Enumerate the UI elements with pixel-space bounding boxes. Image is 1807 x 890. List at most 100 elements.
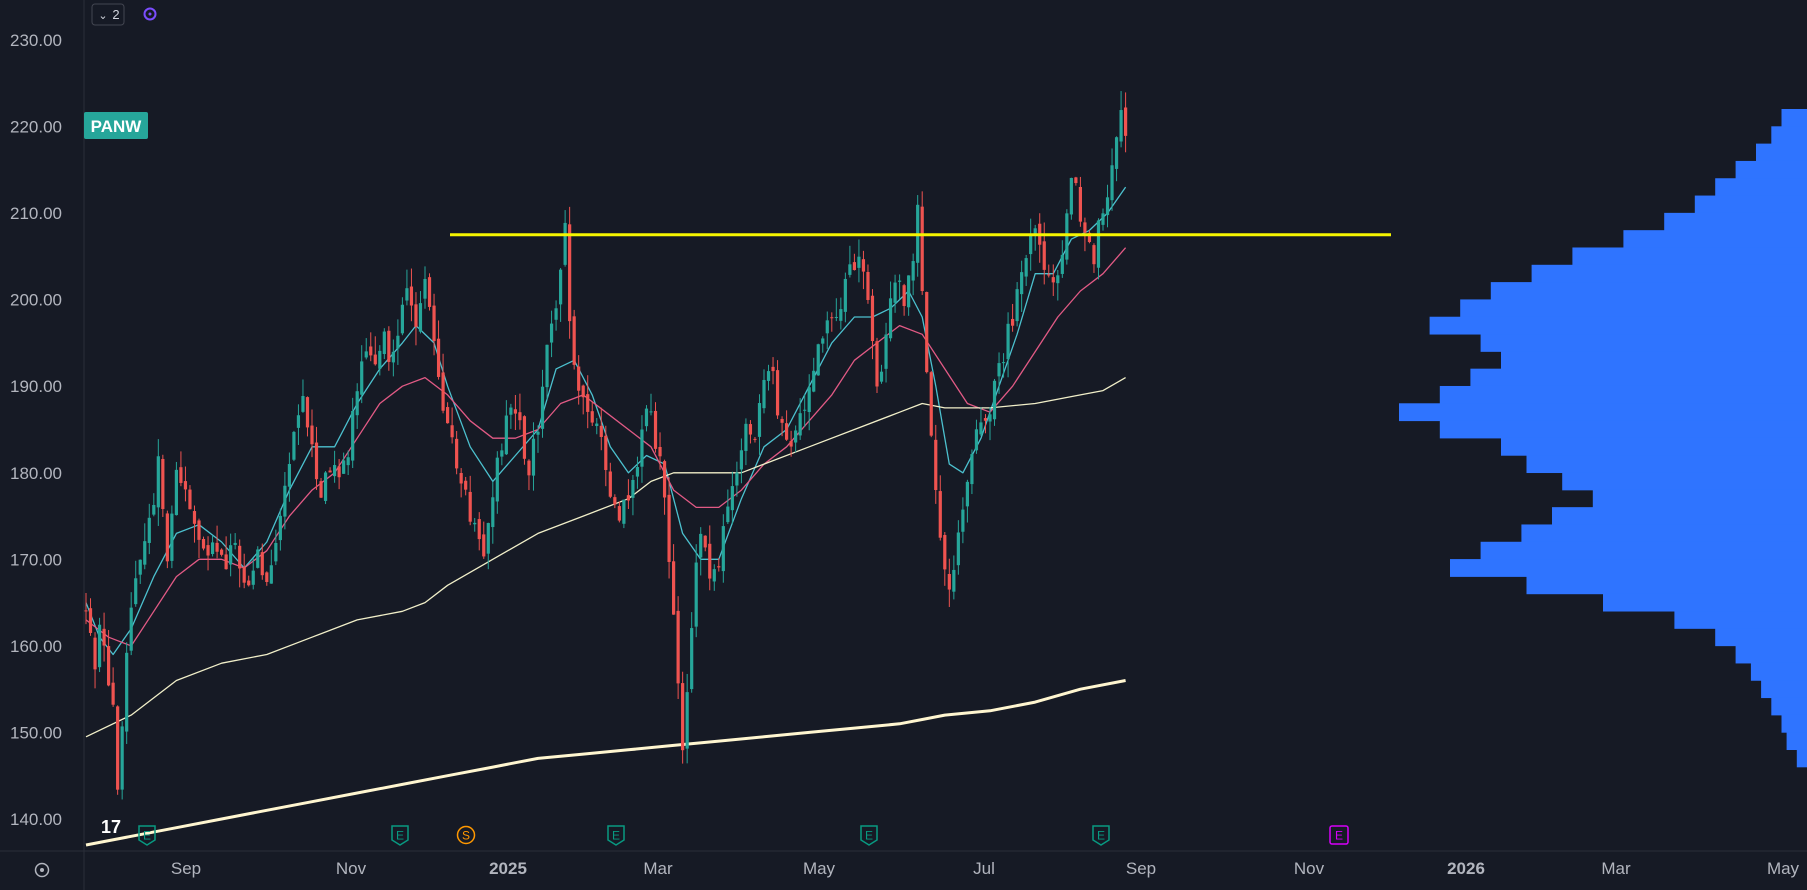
candle-body bbox=[102, 628, 106, 646]
candle-body bbox=[929, 372, 933, 436]
candle-body bbox=[744, 423, 748, 451]
volume-profile-bar bbox=[1429, 316, 1807, 335]
candle-body bbox=[450, 425, 454, 438]
volume-profile-bar bbox=[1460, 299, 1807, 318]
candle-body bbox=[572, 316, 576, 365]
candle-body bbox=[427, 277, 432, 307]
candle-body bbox=[210, 542, 215, 555]
legend-toggle-box[interactable] bbox=[91, 3, 125, 26]
tradingview-logo[interactable]: 17 bbox=[101, 817, 121, 837]
candle-body bbox=[997, 363, 1001, 377]
candle-body bbox=[355, 391, 359, 416]
candle-body bbox=[762, 379, 766, 409]
candle-body bbox=[265, 572, 269, 583]
volume-profile-bar bbox=[1771, 697, 1807, 716]
candle-body bbox=[373, 354, 377, 365]
earnings-marker-icon bbox=[860, 825, 878, 846]
candle-body bbox=[599, 425, 603, 437]
candle-body bbox=[653, 410, 658, 449]
candle-body bbox=[780, 418, 784, 423]
candle-body bbox=[613, 497, 617, 505]
candle-body bbox=[238, 545, 242, 569]
candle-body bbox=[161, 458, 165, 509]
candle-body bbox=[861, 259, 866, 272]
price-axis-tick-label: 230.00 bbox=[10, 31, 62, 50]
volume-profile-bar bbox=[1750, 662, 1807, 681]
candle-body bbox=[798, 413, 802, 436]
candle-body bbox=[979, 422, 983, 435]
candle-body bbox=[215, 542, 219, 552]
candle-body bbox=[658, 446, 662, 457]
candle-body bbox=[84, 610, 88, 612]
price-axis-tick-label: 150.00 bbox=[10, 723, 62, 742]
candle-body bbox=[247, 580, 251, 586]
time-axis-tick-label: Mar bbox=[1601, 859, 1631, 878]
candle-body bbox=[803, 409, 807, 411]
price-axis-tick-label: 200.00 bbox=[10, 291, 62, 310]
candle-body bbox=[518, 412, 522, 421]
sync-icon[interactable] bbox=[143, 7, 157, 21]
candle-body bbox=[703, 535, 707, 548]
candle-body bbox=[260, 552, 264, 576]
price-axis[interactable]: 230.00 220.00 210.00 200.00 190.00 180.00 170.… bbox=[10, 31, 62, 829]
time-axis-tick-label: 2026 bbox=[1447, 859, 1485, 878]
volume-profile-bar bbox=[1664, 212, 1807, 231]
volume-profile-bar bbox=[1771, 126, 1807, 145]
candle-body bbox=[314, 442, 319, 480]
candle-body bbox=[739, 450, 743, 470]
candle-body bbox=[129, 607, 133, 651]
candle-body bbox=[925, 292, 929, 373]
time-axis[interactable]: Sep Nov 2025 Mar May Jul Sep Nov 2026 Mar May bbox=[171, 859, 1800, 878]
candle-body bbox=[405, 288, 409, 301]
candle-body bbox=[699, 533, 703, 558]
candle-body bbox=[866, 271, 870, 300]
event-marker-label: E bbox=[143, 829, 151, 843]
candle-body bbox=[1110, 165, 1114, 201]
candle-body bbox=[753, 438, 757, 440]
candle-body bbox=[1001, 362, 1006, 364]
candle-body bbox=[1096, 220, 1101, 268]
candle-body bbox=[292, 431, 296, 460]
candle-body bbox=[197, 520, 201, 540]
candle-body bbox=[323, 472, 328, 501]
candle-body bbox=[174, 469, 178, 516]
candle-body bbox=[911, 261, 915, 281]
candle-body bbox=[748, 424, 753, 435]
price-axis-tick-label: 170.00 bbox=[10, 550, 62, 569]
candle-body bbox=[495, 457, 499, 502]
candle-body bbox=[143, 541, 147, 565]
price-axis-tick-label: 190.00 bbox=[10, 377, 62, 396]
volume-profile-bar bbox=[1781, 714, 1807, 733]
candle-body bbox=[342, 460, 346, 474]
legend-toggle[interactable]: ⌄ 2 bbox=[91, 3, 125, 26]
candle-body bbox=[721, 526, 725, 572]
candle-body bbox=[879, 371, 884, 382]
candle-body bbox=[423, 278, 427, 299]
time-axis-tick-label: Nov bbox=[336, 859, 367, 878]
candle-body bbox=[201, 538, 206, 549]
candle-body bbox=[97, 624, 102, 668]
earnings-marker-icon bbox=[607, 825, 625, 846]
candle-body bbox=[848, 264, 852, 275]
candle-body bbox=[617, 506, 621, 521]
candle-body bbox=[992, 380, 997, 420]
candle-body bbox=[789, 441, 793, 447]
candle-body bbox=[220, 549, 224, 555]
moving-average-line bbox=[85, 377, 1126, 738]
volume-profile-bar bbox=[1781, 108, 1807, 127]
candle-body bbox=[274, 543, 278, 562]
candle-body bbox=[812, 370, 816, 392]
candle-body bbox=[1105, 197, 1110, 216]
volume-profile-bar bbox=[1526, 576, 1807, 595]
volume-profile-bar bbox=[1674, 611, 1807, 629]
candle-body bbox=[676, 610, 680, 684]
candle-body bbox=[116, 706, 120, 790]
gear-icon[interactable] bbox=[34, 862, 50, 878]
candle-body bbox=[301, 396, 305, 412]
candle-body bbox=[269, 565, 273, 584]
volume-profile-bar bbox=[1735, 645, 1807, 664]
candle-body bbox=[766, 371, 771, 381]
volume-profile-bar bbox=[1761, 680, 1807, 699]
